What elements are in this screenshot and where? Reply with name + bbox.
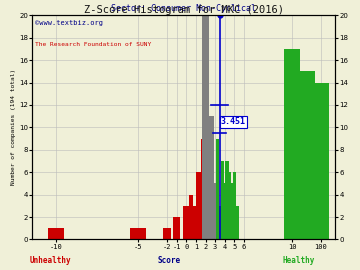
Bar [313,83,329,239]
Bar [211,183,219,239]
Bar [197,172,204,239]
Bar [183,206,190,239]
Bar [216,139,220,239]
Bar [189,195,193,239]
Bar [223,183,227,239]
Bar [230,183,234,239]
Bar [299,71,315,239]
Bar [192,206,200,239]
Bar [235,206,239,239]
Text: Score: Score [158,256,181,265]
Text: The Research Foundation of SUNY: The Research Foundation of SUNY [35,42,152,47]
Text: Unhealthy: Unhealthy [30,256,71,265]
Bar [48,228,64,239]
Y-axis label: Number of companies (194 total): Number of companies (194 total) [12,69,16,185]
Bar [130,228,146,239]
Bar [197,172,200,239]
Bar [284,49,300,239]
Bar [228,172,231,239]
Bar [233,172,236,239]
Bar [225,161,229,239]
Bar [207,116,214,239]
Bar [201,139,205,239]
Text: 3.451: 3.451 [221,117,246,126]
Text: Healthy: Healthy [283,256,315,265]
Text: ©www.textbiz.org: ©www.textbiz.org [35,20,103,26]
Text: Sector: Consumer Non-Cyclical: Sector: Consumer Non-Cyclical [111,4,256,13]
Bar [173,217,180,239]
Title: Z-Score Histogram for MKC (2016): Z-Score Histogram for MKC (2016) [84,5,284,15]
Bar [218,206,222,239]
Bar [221,161,224,239]
Bar [163,228,171,239]
Bar [202,15,209,239]
